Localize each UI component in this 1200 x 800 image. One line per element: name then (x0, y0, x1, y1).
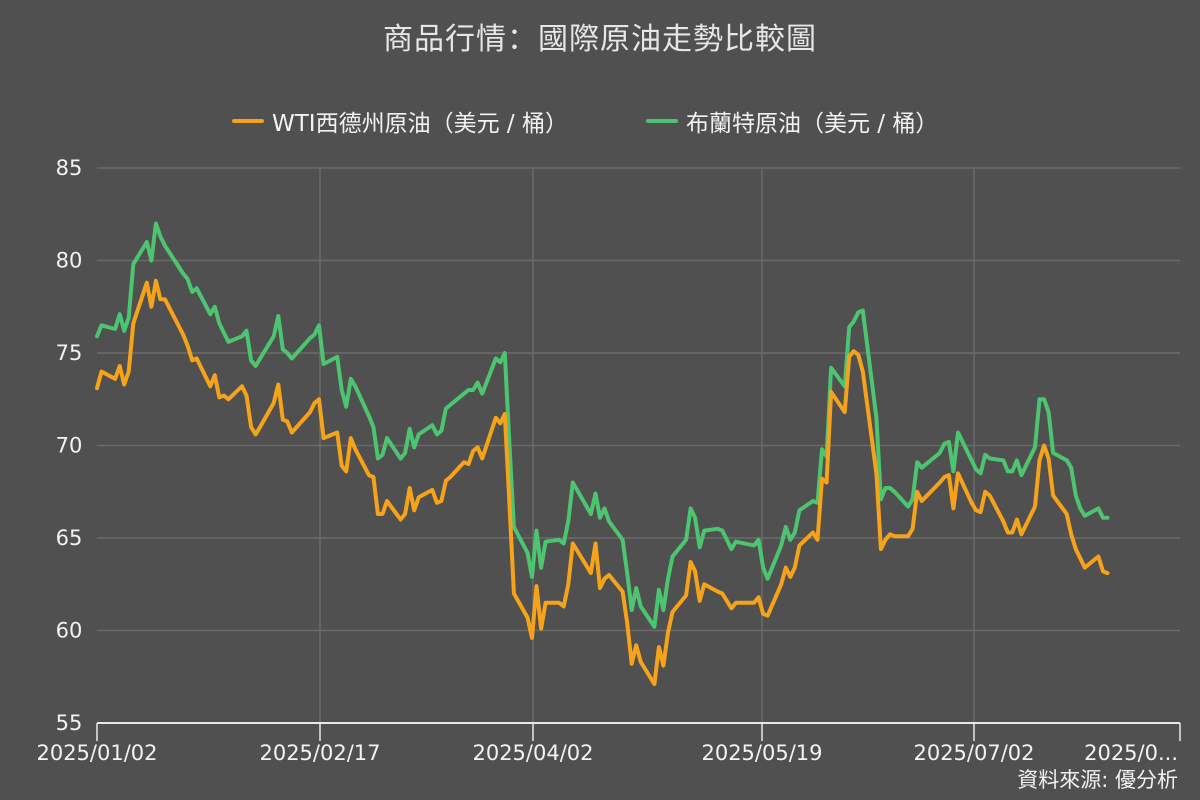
legend-item-brent[interactable]: 布蘭特原油（美元 / 桶） (646, 104, 938, 138)
series-lines (95, 221, 1110, 687)
y-axis-ticks: 55 60 65 70 75 80 85 (56, 156, 83, 735)
y-tick-label: 75 (56, 341, 83, 365)
y-tick-label: 65 (56, 526, 83, 550)
wti-series-line (95, 278, 1110, 687)
source-note: 資料來源: 優分析 (1017, 768, 1178, 792)
legend-label-brent: 布蘭特原油（美元 / 桶） (686, 111, 939, 137)
y-tick-label: 55 (56, 711, 83, 735)
legend-swatch-wti (232, 119, 264, 123)
y-tick-label: 80 (56, 249, 83, 273)
x-axis-ticks: 2025/01/02 2025/02/17 2025/04/02 2025/05/19… (36, 722, 1181, 765)
legend: WTI西德州原油（美元 / 桶） 布蘭特原油（美元 / 桶） (0, 104, 1200, 138)
gridlines (97, 167, 1180, 723)
x-tick-label: 2025/02/17 (259, 741, 380, 765)
x-tick-label: 2025/01/02 (36, 741, 157, 765)
y-tick-label: 70 (56, 434, 83, 458)
x-tick-label: 2025/05/19 (701, 741, 822, 765)
legend-label-wti: WTI西德州原油（美元 / 桶） (272, 111, 568, 137)
legend-item-wti[interactable]: WTI西德州原油（美元 / 桶） (232, 104, 568, 138)
y-tick-label: 60 (56, 619, 83, 643)
x-tick-label: 2025/0... (1084, 741, 1178, 765)
x-tick-label: 2025/07/02 (913, 741, 1034, 765)
x-tick-label: 2025/04/02 (472, 741, 593, 765)
legend-swatch-brent (646, 119, 678, 123)
y-tick-label: 85 (56, 156, 83, 180)
brent-series-line (95, 221, 1110, 629)
chart-title: 商品行情：國際原油走勢比較圖 (383, 22, 817, 57)
